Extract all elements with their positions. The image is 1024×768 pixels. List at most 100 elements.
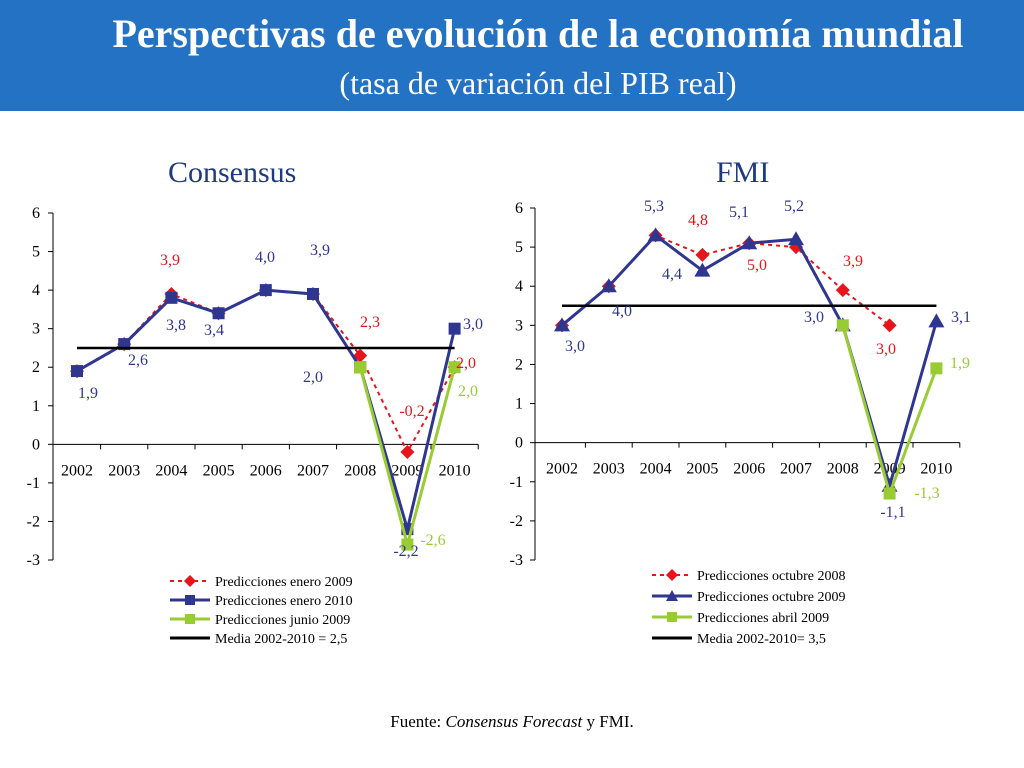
data-label: 5,2 [784, 198, 804, 215]
y-tick-label: 1 [32, 398, 40, 415]
data-point-triangle [788, 231, 804, 246]
series-2 [354, 361, 461, 551]
slide-header: Perspectivas de evolución de la economía… [0, 0, 1024, 111]
data-point-triangle [554, 317, 570, 332]
data-label: 3,9 [160, 252, 180, 269]
data-point-square [307, 287, 319, 300]
data-point-diamond [400, 445, 415, 460]
data-label: 3,9 [310, 242, 330, 259]
x-tick-label: 2006 [250, 462, 282, 479]
x-tick-label: 2007 [780, 461, 812, 478]
data-point-square [883, 487, 896, 500]
data-label: -2,2 [393, 543, 418, 560]
data-label: 3,0 [565, 338, 585, 355]
x-tick-label: 2010 [920, 461, 952, 478]
legend-marker [185, 614, 195, 624]
y-tick-label: 6 [515, 200, 523, 217]
legend-label: Media 2002-2010 = 2,5 [215, 632, 347, 647]
x-tick-label: 2004 [155, 462, 187, 479]
data-label: -0,2 [399, 403, 424, 420]
data-label: 4,0 [255, 249, 275, 266]
data-label: 3,0 [804, 309, 824, 326]
legend-label: Predicciones junio 2009 [215, 613, 350, 628]
y-tick-label: 4 [32, 282, 40, 299]
data-label: 3,9 [843, 253, 863, 270]
x-tick-label: 2005 [686, 461, 718, 478]
y-tick-label: 1 [515, 396, 523, 413]
y-tick-label: -1 [510, 474, 523, 491]
y-tick-label: 6 [32, 205, 40, 222]
data-label: -1,1 [880, 504, 905, 521]
data-label: 2,3 [360, 314, 380, 331]
chart-title-consensus: Consensus [168, 156, 297, 189]
chart-consensus: 6 5 4 3 2 1 0 -1 -2 -3 2002 2003 2004 2005 2006 2007 200… [27, 205, 483, 647]
legend-marker [184, 575, 196, 587]
data-point-square [448, 361, 461, 374]
data-point-square [259, 284, 272, 297]
series-line [76, 289, 456, 455]
data-label: 3,0 [876, 341, 896, 358]
series-0 [70, 283, 462, 460]
legend-label: Predicciones octubre 2009 [697, 590, 846, 605]
legend-marker [185, 595, 195, 605]
source-footer: Fuente: Consensus Forecast y FMI. [0, 712, 1024, 732]
data-label: 2,0 [458, 383, 478, 400]
y-tick-label: 2 [32, 359, 40, 376]
legend-marker [666, 569, 678, 581]
y-tick-label: 2 [515, 356, 523, 373]
y-tick-label: 3 [32, 321, 40, 338]
y-tick-label: 3 [515, 317, 523, 334]
data-label: 3,4 [204, 322, 224, 339]
data-point-square [212, 307, 225, 320]
data-point-triangle [694, 262, 711, 277]
x-tick-label: 2007 [297, 462, 329, 479]
legend-marker [666, 590, 678, 601]
data-point-triangle [600, 278, 617, 293]
chart-fmi: 6 5 4 3 2 1 0 -1 -2 -3 2002 2003 2004 2005 2006 2007 200… [510, 198, 971, 647]
data-label: 5,1 [729, 204, 749, 221]
data-label: 5,0 [747, 257, 767, 274]
legend-label: Predicciones enero 2010 [215, 594, 353, 609]
x-tick-label: 2006 [733, 461, 765, 478]
chart-title-fmi: FMI [716, 156, 770, 189]
series-2 [836, 319, 943, 500]
x-tick-label: 2004 [640, 461, 672, 478]
data-label: 3,1 [951, 309, 971, 326]
x-tick-label: 2008 [344, 462, 376, 479]
legend-label: Predicciones enero 2009 [215, 575, 353, 590]
legend: Predicciones octubre 2008 Predicciones oc… [652, 569, 846, 647]
data-point-square [71, 365, 83, 378]
data-point-diamond [695, 247, 710, 262]
x-tick-label: 2010 [439, 462, 471, 479]
y-tick-label: -1 [27, 475, 40, 492]
legend-marker [667, 612, 677, 622]
x-tick-label: 2008 [827, 461, 859, 478]
data-point-triangle [928, 313, 945, 328]
data-label: 2,0 [456, 355, 476, 372]
data-label: 2,6 [128, 352, 148, 369]
y-tick-label: -2 [27, 513, 40, 530]
x-tick-label: 2005 [203, 462, 235, 479]
x-tick-label: 2003 [593, 461, 625, 478]
footer-prefix: Fuente: [390, 712, 446, 731]
series-line [76, 288, 457, 536]
data-point-triangle [741, 235, 758, 250]
data-point-diamond [882, 318, 897, 333]
slide-subtitle: (tasa de variación del PIB real) [339, 65, 737, 101]
data-label: 3,8 [166, 317, 186, 334]
y-tick-label: -3 [27, 552, 40, 569]
y-tick-label: -3 [510, 552, 523, 569]
data-label: 4,0 [612, 303, 632, 320]
x-tick-label: 2009 [391, 462, 423, 479]
data-label: 1,9 [78, 385, 98, 402]
x-tick-label: 2002 [61, 462, 93, 479]
footer-source: Consensus Forecast [445, 712, 583, 731]
data-label: 4,4 [662, 266, 682, 283]
slide-title: Perspectivas de evolución de la economía… [112, 11, 964, 56]
y-tick-label: 5 [32, 244, 40, 261]
data-label: -2,6 [420, 532, 445, 549]
y-tick-label: 5 [515, 239, 523, 256]
series-0 [555, 228, 897, 333]
data-label: 1,9 [950, 355, 970, 372]
